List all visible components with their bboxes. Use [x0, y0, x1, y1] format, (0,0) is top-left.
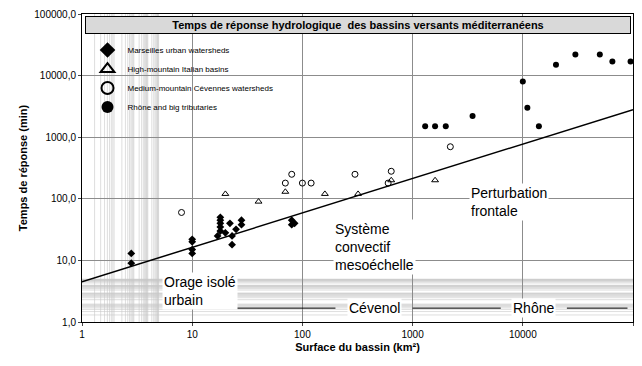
svg-text:Temps de réponse hydrologique: Temps de réponse hydrologique des bassin…	[172, 19, 543, 31]
svg-text:100,0: 100,0	[51, 193, 76, 204]
svg-text:Systèmeconvectifmesoéchelle: Systèmeconvectifmesoéchelle	[335, 221, 414, 273]
svg-text:Temps de réponse (min): Temps de réponse (min)	[17, 105, 29, 232]
svg-text:1000,0: 1000,0	[45, 132, 76, 143]
svg-text:Surface du bassin (km²): Surface du bassin (km²)	[295, 341, 420, 353]
svg-text:1,0: 1,0	[62, 317, 76, 328]
svg-text:100000,0: 100000,0	[34, 9, 76, 20]
svg-text:Cévenol: Cévenol	[349, 300, 400, 316]
svg-text:High-mountain Italian basins: High-mountain Italian basins	[128, 65, 229, 74]
svg-text:1000: 1000	[401, 329, 424, 340]
svg-text:Medium-mountain Cévennes water: Medium-mountain Cévennes watersheds	[128, 84, 273, 93]
svg-text:10,0: 10,0	[57, 255, 77, 266]
svg-text:Rhône and big tributaries: Rhône and big tributaries	[128, 103, 217, 112]
svg-text:1: 1	[79, 329, 85, 340]
svg-text:Marseilles urban watersheds: Marseilles urban watersheds	[128, 46, 230, 55]
svg-text:10: 10	[187, 329, 199, 340]
svg-text:Rhône: Rhône	[513, 300, 554, 316]
svg-text:10000,0: 10000,0	[40, 70, 77, 81]
svg-text:10000: 10000	[509, 329, 537, 340]
svg-text:100: 100	[294, 329, 311, 340]
svg-text:Orage isoléurbain: Orage isoléurbain	[164, 274, 236, 308]
svg-text:Perturbationfrontale: Perturbationfrontale	[471, 185, 547, 219]
